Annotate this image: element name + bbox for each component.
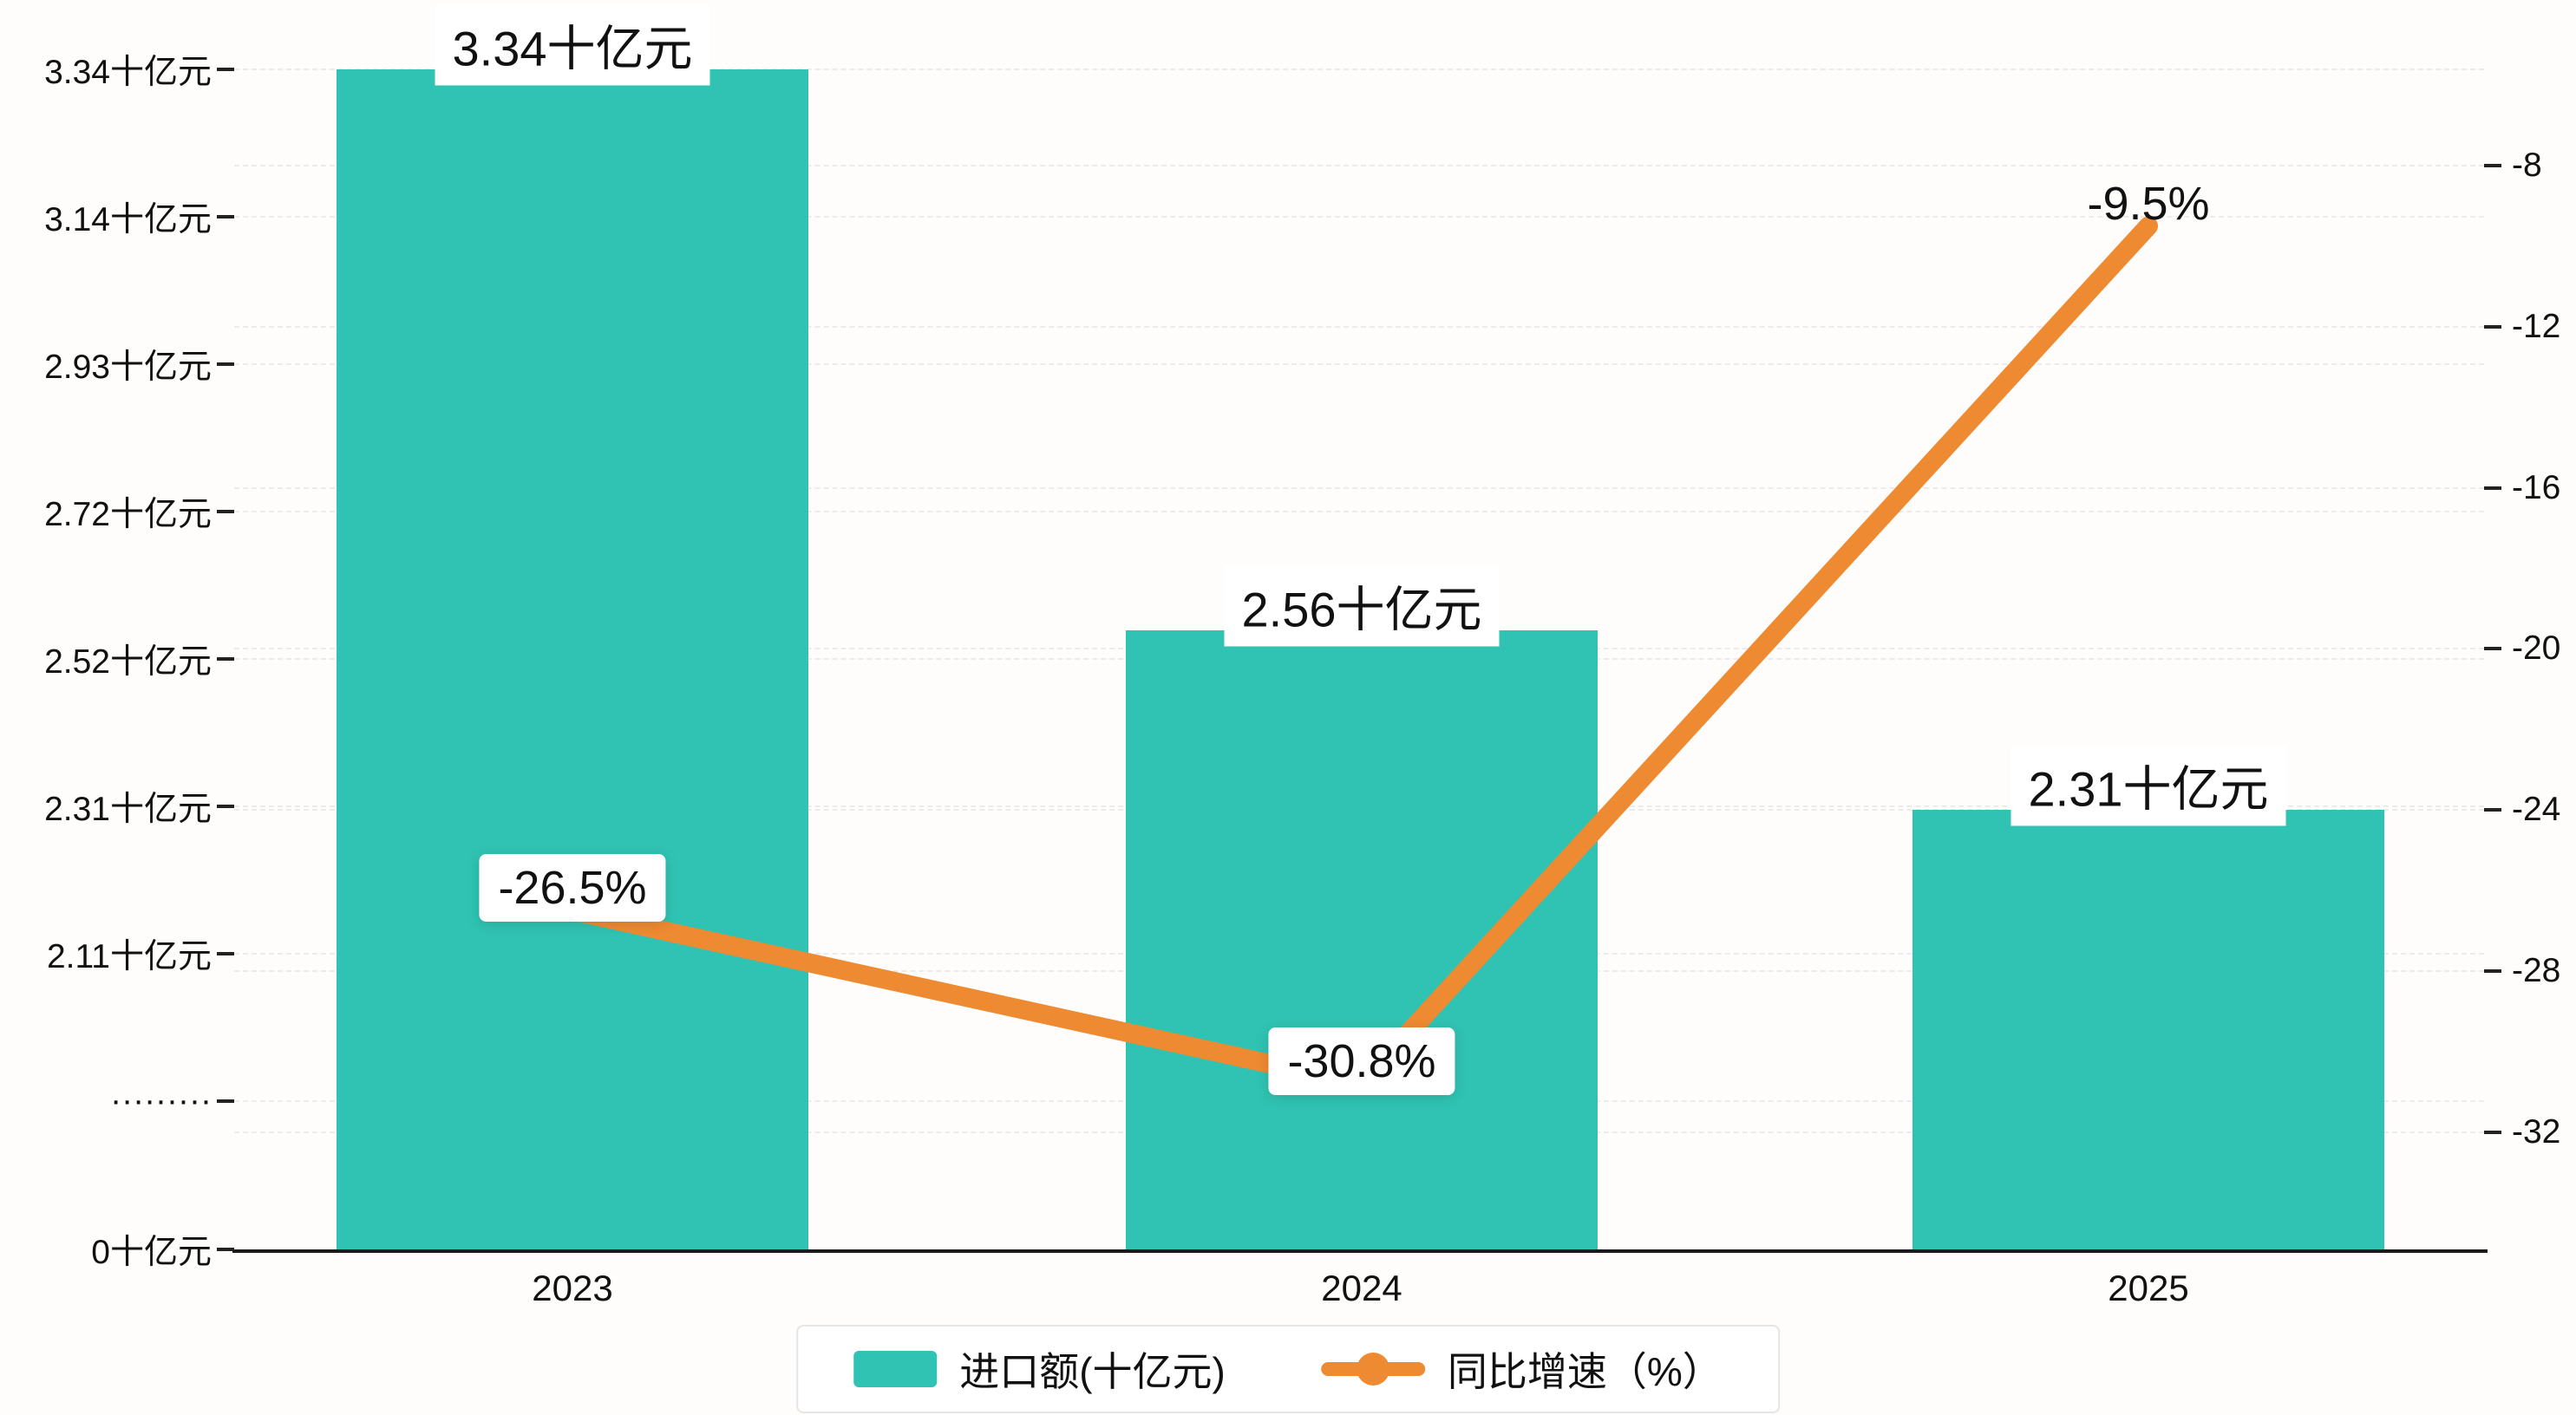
gridline — [234, 216, 2484, 218]
gridline — [234, 486, 2484, 489]
left-axis-label: 2.11十亿元 — [46, 938, 212, 975]
right-axis-label: -8 — [2512, 147, 2542, 184]
right-axis-tick — [2484, 486, 2501, 490]
left-axis-tick — [217, 510, 234, 513]
legend-item-growth[interactable]: 同比增速（%） — [1320, 1340, 1723, 1398]
bar-2024 — [1126, 629, 1598, 1249]
right-axis-label: -20 — [2512, 629, 2561, 668]
bar-swatch-icon — [853, 1351, 938, 1387]
legend-label-growth: 同比增速（%） — [1447, 1349, 1723, 1394]
line-value-label: -26.5% — [479, 854, 666, 923]
line-dot-icon — [1356, 1353, 1389, 1386]
x-axis-label: 2024 — [1321, 1268, 1402, 1308]
right-axis-tick — [2484, 324, 2501, 329]
left-axis-label: ········· — [110, 1082, 212, 1119]
gridline — [234, 363, 2484, 365]
right-axis-label: -32 — [2512, 1112, 2561, 1151]
left-axis-tick — [217, 362, 234, 366]
left-axis-label: 3.34十亿元 — [44, 54, 212, 91]
left-axis-tick — [217, 805, 234, 808]
bar-value-label: 2.31十亿元 — [2010, 745, 2286, 826]
x-axis-label: 2023 — [532, 1268, 613, 1308]
left-axis-tick — [217, 215, 234, 218]
left-axis-tick — [217, 1248, 234, 1251]
gridline — [234, 68, 2484, 70]
right-axis-tick — [2484, 808, 2501, 812]
bar-2025 — [1912, 810, 2384, 1249]
legend: 进口额(十亿元) 同比增速（%） — [796, 1325, 1780, 1413]
right-axis-label: -28 — [2512, 952, 2561, 989]
left-axis-label: 3.14十亿元 — [44, 201, 212, 238]
left-axis-label: 2.31十亿元 — [44, 791, 212, 828]
x-axis-label: 2025 — [2108, 1268, 2189, 1308]
line-value-label: -9.5% — [2087, 177, 2210, 230]
right-axis-tick — [2484, 164, 2501, 167]
left-axis-tick — [217, 657, 234, 661]
legend-label-imports: 进口额(十亿元) — [959, 1349, 1226, 1394]
gridline — [234, 325, 2484, 328]
right-axis-tick — [2484, 1130, 2501, 1134]
left-axis-label: 0十亿元 — [91, 1234, 212, 1271]
line-value-label: -30.8% — [1268, 1027, 1455, 1096]
x-axis-line — [232, 1249, 2488, 1253]
right-axis-tick — [2484, 969, 2501, 973]
right-axis-tick — [2484, 647, 2501, 651]
left-axis-label: 2.52十亿元 — [44, 643, 212, 681]
right-axis-label: -12 — [2512, 307, 2561, 345]
left-axis-label: 2.72十亿元 — [44, 496, 212, 533]
right-axis-label: -16 — [2512, 468, 2561, 506]
legend-item-imports[interactable]: 进口额(十亿元) — [853, 1340, 1226, 1398]
gridline — [234, 511, 2484, 512]
left-axis-tick — [217, 68, 234, 71]
left-axis-tick — [217, 1099, 234, 1103]
bar-value-label: 2.56十亿元 — [1224, 565, 1500, 647]
bar-value-label: 3.34十亿元 — [435, 4, 710, 86]
gridline — [234, 165, 2484, 166]
line-swatch-icon — [1320, 1353, 1425, 1386]
left-axis-label: 2.93十亿元 — [44, 349, 212, 386]
bar-2023 — [337, 69, 808, 1249]
left-axis-tick — [217, 952, 234, 955]
right-axis-label: -24 — [2512, 791, 2561, 829]
